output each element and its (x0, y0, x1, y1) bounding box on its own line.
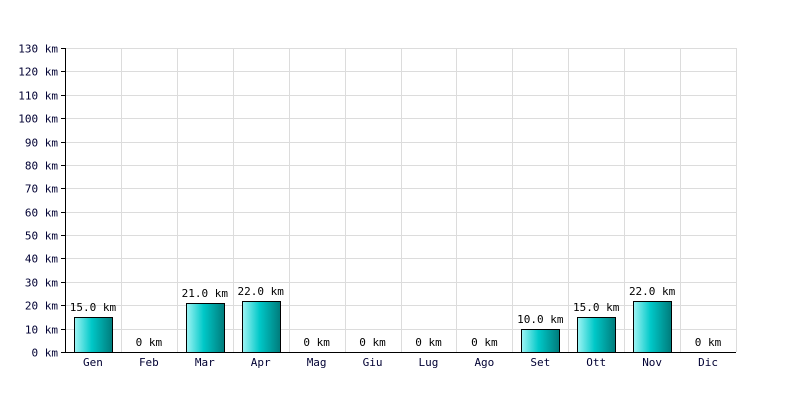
y-tick-label: 100 km (18, 113, 58, 126)
x-tick-label-ago: Ago (474, 356, 494, 369)
x-tick-label-ott: Ott (586, 356, 606, 369)
labels: 0 km 10 km 20 km 30 km 40 km 50 km 60 km 70 km 8… (18, 43, 721, 370)
y-tick-label: 40 km (25, 253, 58, 266)
data-label-set: 10.0 km (517, 313, 564, 326)
y-tick-label: 130 km (18, 43, 58, 56)
bars (74, 301, 672, 353)
x-tick-label-giu: Giu (363, 356, 383, 369)
data-label-gen: 15.0 km (70, 301, 117, 314)
data-label-mar: 21.0 km (182, 287, 229, 300)
x-tick-label-feb: Feb (139, 356, 159, 369)
x-tick-label-lug: Lug (419, 356, 439, 369)
y-tick-label: 110 km (18, 90, 58, 103)
data-label-dic: 0 km (695, 336, 722, 349)
data-label-lug: 0 km (415, 336, 442, 349)
y-tick-label: 10 km (25, 324, 58, 337)
x-tick-label-dic: Dic (698, 356, 718, 369)
x-tick-label-mag: Mag (307, 356, 327, 369)
data-label-nov: 22.0 km (629, 285, 676, 298)
y-tick-label: 90 km (25, 137, 58, 150)
y-tick-label: 60 km (25, 207, 58, 220)
y-tick-label: 0 km (32, 347, 59, 360)
bar-mar (186, 303, 225, 353)
bar-nov (633, 301, 672, 353)
x-tick-label-gen: Gen (83, 356, 103, 369)
bar-ott (577, 317, 616, 353)
y-tick-label: 50 km (25, 230, 58, 243)
data-label-ott: 15.0 km (573, 301, 620, 314)
y-tick-label: 80 km (25, 160, 58, 173)
data-label-ago: 0 km (471, 336, 498, 349)
y-tick-label: 30 km (25, 277, 58, 290)
y-tick-label: 70 km (25, 183, 58, 196)
axes (61, 48, 736, 353)
grid (65, 48, 737, 352)
x-tick-label-nov: Nov (642, 356, 662, 369)
x-tick-label-set: Set (530, 356, 550, 369)
y-tick-label: 120 km (18, 66, 58, 79)
bar-set (521, 329, 560, 353)
x-tick-label-apr: Apr (251, 356, 271, 369)
data-label-giu: 0 km (359, 336, 386, 349)
data-label-apr: 22.0 km (238, 285, 285, 298)
data-label-mag: 0 km (303, 336, 330, 349)
x-tick-label-mar: Mar (195, 356, 215, 369)
bar-apr (242, 301, 281, 353)
bar-gen (74, 317, 113, 353)
y-tick-label: 20 km (25, 300, 58, 313)
data-label-feb: 0 km (136, 336, 163, 349)
